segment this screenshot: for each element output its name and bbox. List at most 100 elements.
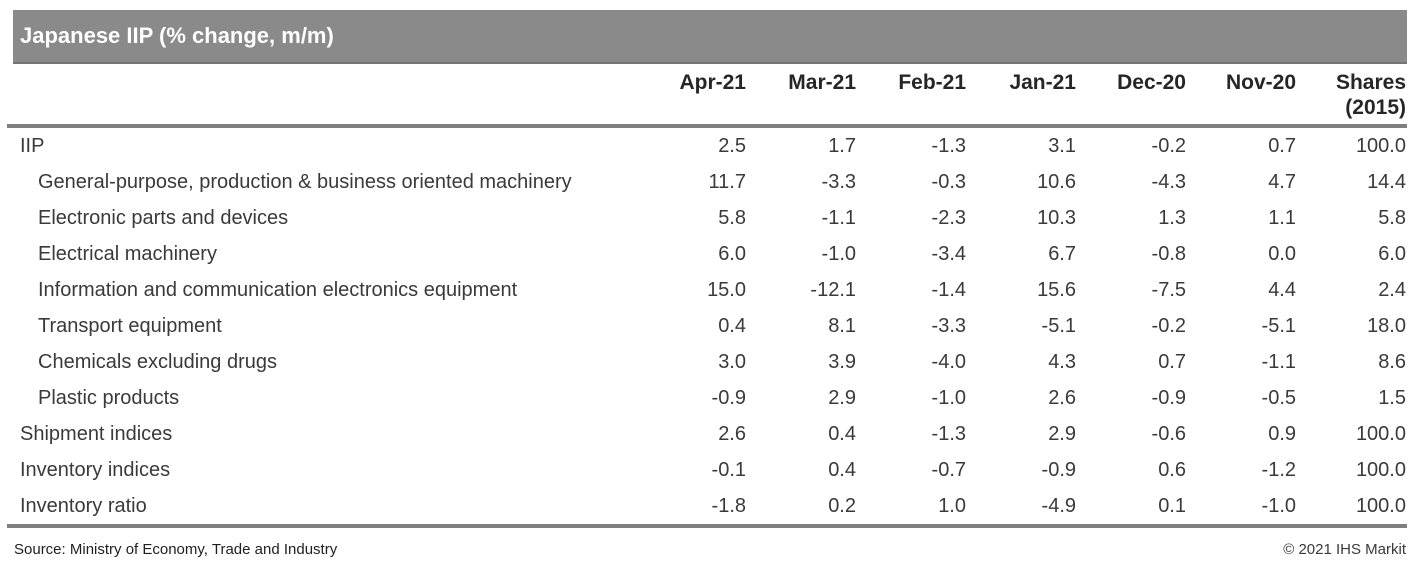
cell: -0.3 bbox=[931, 171, 966, 193]
column-header-dec20: Dec-20 bbox=[1117, 71, 1186, 94]
cell: -1.2 bbox=[1261, 459, 1296, 481]
table-row-plastic-products: Plastic products -0.9 2.9 -1.0 2.6 -0.9 … bbox=[0, 380, 1420, 416]
cell: 1.0 bbox=[938, 495, 966, 517]
cell: 8.1 bbox=[828, 315, 856, 337]
cell: 6.0 bbox=[718, 243, 746, 265]
cell: 10.3 bbox=[1037, 207, 1076, 229]
column-header-shares: Shares (2015) bbox=[1296, 70, 1406, 120]
figure-footer: Source: Ministry of Economy, Trade and I… bbox=[0, 541, 1420, 558]
cell: -0.9 bbox=[1041, 459, 1076, 481]
cell: 0.7 bbox=[1158, 351, 1186, 373]
cell: 3.0 bbox=[718, 351, 746, 373]
cell: 11.7 bbox=[708, 171, 746, 193]
cell: -1.3 bbox=[931, 423, 966, 445]
cell: -5.1 bbox=[1041, 315, 1076, 337]
table-row-transport-equipment: Transport equipment 0.4 8.1 -3.3 -5.1 -0… bbox=[0, 308, 1420, 344]
cell: 6.7 bbox=[1048, 243, 1076, 265]
cell: -0.9 bbox=[711, 387, 746, 409]
column-header-mar21: Mar-21 bbox=[788, 71, 856, 94]
cell: -0.1 bbox=[711, 459, 746, 481]
cell: 18.0 bbox=[1367, 315, 1406, 337]
cell: 8.6 bbox=[1378, 351, 1406, 373]
cell: 2.5 bbox=[718, 135, 746, 157]
cell: -0.5 bbox=[1261, 387, 1296, 409]
cell: 100.0 bbox=[1355, 423, 1406, 445]
cell: 3.1 bbox=[1048, 135, 1076, 157]
row-label: Information and communication electronic… bbox=[38, 279, 518, 301]
cell: 2.9 bbox=[828, 387, 856, 409]
cell: -0.9 bbox=[1151, 387, 1186, 409]
cell: -3.4 bbox=[931, 243, 966, 265]
row-label: Inventory indices bbox=[20, 459, 171, 481]
row-label: General-purpose, production & business o… bbox=[38, 171, 572, 193]
cell: 0.4 bbox=[828, 423, 856, 445]
header-rule bbox=[7, 124, 1407, 128]
cell: 1.5 bbox=[1378, 387, 1406, 409]
cell: -3.3 bbox=[931, 315, 966, 337]
column-header-feb21: Feb-21 bbox=[898, 71, 966, 94]
cell: 2.6 bbox=[718, 423, 746, 445]
cell: -0.2 bbox=[1151, 315, 1186, 337]
copyright-note: © 2021 IHS Markit bbox=[1283, 541, 1406, 558]
column-header-row: Apr-21 Mar-21 Feb-21 Jan-21 Dec-20 Nov-2… bbox=[0, 64, 1420, 124]
cell: 2.4 bbox=[1378, 279, 1406, 301]
table-title: Japanese IIP (% change, m/m) bbox=[20, 23, 334, 48]
cell: 2.9 bbox=[1048, 423, 1076, 445]
table-row-electrical-machinery: Electrical machinery 6.0 -1.0 -3.4 6.7 -… bbox=[0, 236, 1420, 272]
column-header-apr21: Apr-21 bbox=[679, 71, 746, 94]
table-row-inventory-ratio: Inventory ratio -1.8 0.2 1.0 -4.9 0.1 -1… bbox=[0, 488, 1420, 524]
row-label: Transport equipment bbox=[38, 315, 222, 337]
cell: 0.9 bbox=[1268, 423, 1296, 445]
cell: 100.0 bbox=[1355, 495, 1406, 517]
cell: -7.5 bbox=[1151, 279, 1186, 301]
row-label: Shipment indices bbox=[20, 423, 173, 445]
column-header-jan21: Jan-21 bbox=[1009, 71, 1076, 94]
cell: 0.7 bbox=[1268, 135, 1296, 157]
bottom-rule bbox=[7, 524, 1407, 528]
table-row-shipment-indices: Shipment indices 2.6 0.4 -1.3 2.9 -0.6 0… bbox=[0, 416, 1420, 452]
table-row-general-purpose-machinery: General-purpose, production & business o… bbox=[0, 164, 1420, 200]
row-label: Electrical machinery bbox=[38, 243, 217, 265]
table-row-inventory-indices: Inventory indices -0.1 0.4 -0.7 -0.9 0.6… bbox=[0, 452, 1420, 488]
cell: 14.4 bbox=[1367, 171, 1406, 193]
table-row-chemicals: Chemicals excluding drugs 3.0 3.9 -4.0 4… bbox=[0, 344, 1420, 380]
table-row-electronic-parts: Electronic parts and devices 5.8 -1.1 -2… bbox=[0, 200, 1420, 236]
cell: -0.8 bbox=[1151, 243, 1186, 265]
cell: 0.6 bbox=[1158, 459, 1186, 481]
row-label: Electronic parts and devices bbox=[38, 207, 289, 229]
cell: -2.3 bbox=[931, 207, 966, 229]
cell: -1.1 bbox=[1261, 351, 1296, 373]
cell: 15.0 bbox=[707, 279, 746, 301]
cell: 4.3 bbox=[1048, 351, 1076, 373]
cell: 5.8 bbox=[1378, 207, 1406, 229]
column-header-shares-line2: (2015) bbox=[1345, 96, 1406, 119]
cell: -0.6 bbox=[1151, 423, 1186, 445]
table-title-bar: Japanese IIP (% change, m/m) bbox=[13, 10, 1407, 64]
row-label: Inventory ratio bbox=[20, 495, 147, 517]
cell: 15.6 bbox=[1037, 279, 1076, 301]
row-label: IIP bbox=[20, 135, 45, 157]
column-header-shares-line1: Shares bbox=[1335, 71, 1406, 94]
cell: -5.1 bbox=[1261, 315, 1296, 337]
table-body: IIP 2.5 1.7 -1.3 3.1 -0.2 0.7 100.0 Gene… bbox=[0, 128, 1420, 524]
cell: -1.3 bbox=[931, 135, 966, 157]
cell: -0.7 bbox=[931, 459, 966, 481]
cell: -12.1 bbox=[810, 279, 856, 301]
source-note: Source: Ministry of Economy, Trade and I… bbox=[14, 541, 338, 558]
cell: 10.6 bbox=[1037, 171, 1076, 193]
cell: 1.1 bbox=[1268, 207, 1296, 229]
table-row-iip: IIP 2.5 1.7 -1.3 3.1 -0.2 0.7 100.0 bbox=[0, 128, 1420, 164]
cell: -4.0 bbox=[931, 351, 966, 373]
cell: 100.0 bbox=[1355, 135, 1406, 157]
cell: 4.4 bbox=[1268, 279, 1296, 301]
cell: 2.6 bbox=[1048, 387, 1076, 409]
cell: -3.3 bbox=[821, 171, 856, 193]
cell: 1.7 bbox=[828, 135, 856, 157]
cell: 0.4 bbox=[828, 459, 856, 481]
cell: 0.2 bbox=[828, 495, 856, 517]
cell: -1.4 bbox=[931, 279, 966, 301]
table-row-info-comm-electronics: Information and communication electronic… bbox=[0, 272, 1420, 308]
cell: 6.0 bbox=[1378, 243, 1406, 265]
cell: -1.0 bbox=[1261, 495, 1296, 517]
cell: -1.0 bbox=[821, 243, 856, 265]
